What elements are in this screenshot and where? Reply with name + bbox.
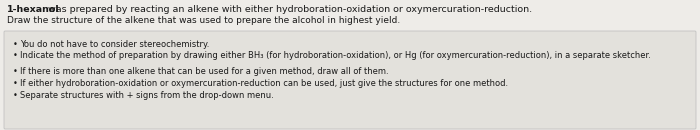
Text: Separate structures with + signs from the drop-down menu.: Separate structures with + signs from th… [20, 91, 274, 100]
Text: •: • [13, 79, 18, 88]
Text: Indicate the method of preparation by drawing either BH₃ (for hydroboration-oxid: Indicate the method of preparation by dr… [20, 51, 651, 60]
Text: •: • [13, 91, 18, 100]
Text: •: • [13, 51, 18, 60]
Text: was prepared by reacting an alkene with either hydroboration-oxidation or oxymer: was prepared by reacting an alkene with … [45, 5, 532, 14]
Text: If either hydroboration-oxidation or oxymercuration-reduction can be used, just : If either hydroboration-oxidation or oxy… [20, 79, 508, 88]
Text: If there is more than one alkene that can be used for a given method, draw all o: If there is more than one alkene that ca… [20, 67, 388, 76]
Text: Draw the structure of the alkene that was used to prepare the alcohol in highest: Draw the structure of the alkene that wa… [7, 16, 400, 25]
FancyBboxPatch shape [4, 31, 696, 129]
Text: •: • [13, 67, 18, 76]
Text: You do not have to consider stereochemistry.: You do not have to consider stereochemis… [20, 40, 209, 49]
Text: •: • [13, 40, 18, 49]
Text: 1-hexanol: 1-hexanol [7, 5, 60, 14]
